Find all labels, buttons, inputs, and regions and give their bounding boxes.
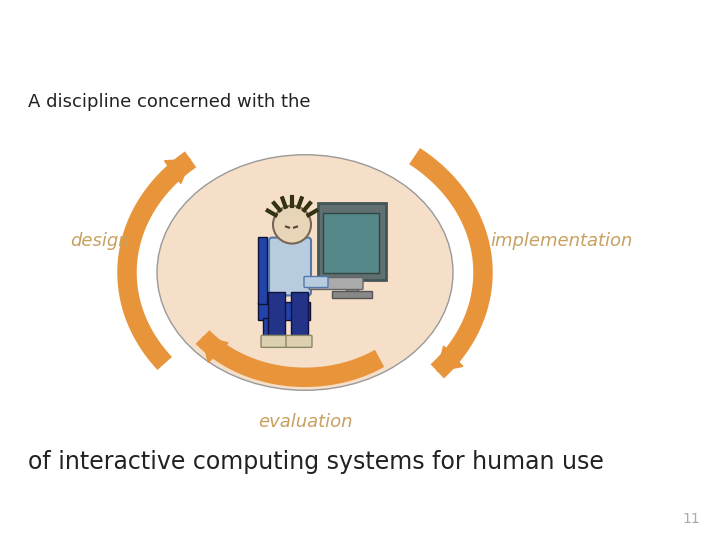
FancyBboxPatch shape xyxy=(346,279,358,294)
Polygon shape xyxy=(437,346,463,372)
Ellipse shape xyxy=(157,155,453,390)
FancyBboxPatch shape xyxy=(309,278,363,289)
FancyBboxPatch shape xyxy=(269,238,311,295)
Text: Human Computer Interaction: Human Computer Interaction xyxy=(13,22,513,51)
Circle shape xyxy=(273,206,311,244)
FancyBboxPatch shape xyxy=(263,319,268,340)
Text: of interactive computing systems for human use: of interactive computing systems for hum… xyxy=(28,450,604,474)
FancyBboxPatch shape xyxy=(332,292,372,299)
FancyBboxPatch shape xyxy=(258,237,267,305)
Text: design: design xyxy=(71,232,130,249)
Polygon shape xyxy=(202,337,228,362)
FancyBboxPatch shape xyxy=(323,213,379,273)
FancyBboxPatch shape xyxy=(304,276,328,287)
FancyBboxPatch shape xyxy=(268,293,285,340)
FancyBboxPatch shape xyxy=(286,335,312,347)
FancyBboxPatch shape xyxy=(258,302,310,320)
Polygon shape xyxy=(165,159,191,184)
Text: evaluation: evaluation xyxy=(258,413,352,431)
Text: 11: 11 xyxy=(683,512,700,526)
Text: implementation: implementation xyxy=(490,232,632,249)
FancyBboxPatch shape xyxy=(318,202,386,280)
Text: A discipline concerned with the: A discipline concerned with the xyxy=(28,93,310,111)
FancyBboxPatch shape xyxy=(300,319,305,340)
FancyBboxPatch shape xyxy=(261,335,287,347)
FancyBboxPatch shape xyxy=(291,293,308,340)
